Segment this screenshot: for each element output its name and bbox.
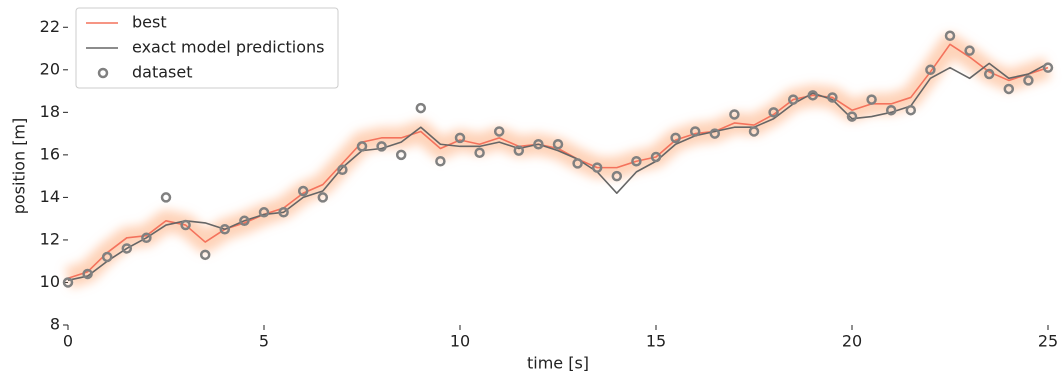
data-point	[493, 126, 505, 137]
data-point	[1003, 83, 1015, 95]
data-point	[513, 145, 525, 156]
data-point	[944, 30, 956, 42]
data-point	[650, 151, 662, 163]
x-tick-label: 0	[63, 332, 73, 351]
y-axis-label: position [m]	[10, 118, 29, 215]
data-point	[356, 141, 368, 152]
data-point	[219, 224, 231, 235]
data-point	[415, 102, 427, 114]
legend: best exact model predictions dataset	[75, 7, 339, 89]
y-tick-label: 18	[40, 102, 60, 121]
data-point	[82, 268, 93, 280]
data-point	[611, 170, 623, 182]
data-point	[160, 192, 172, 203]
data-point	[591, 162, 603, 173]
x-tick-label: 15	[646, 332, 666, 351]
data-point	[689, 126, 701, 137]
x-tick-label: 25	[1038, 332, 1058, 351]
data-point	[121, 243, 133, 254]
data-point	[278, 207, 289, 218]
data-point	[454, 132, 466, 144]
y-tick-label: 10	[40, 272, 60, 291]
data-point	[141, 232, 152, 244]
y-tick-label: 22	[40, 17, 60, 36]
data-point	[199, 249, 211, 261]
y-tick-label: 12	[40, 229, 60, 248]
data-point	[885, 104, 897, 116]
data-point	[925, 64, 936, 76]
data-point	[533, 138, 544, 150]
legend-label: dataset	[132, 63, 193, 82]
series-line	[67, 62, 1049, 282]
data-point	[787, 94, 799, 105]
data-point	[670, 132, 681, 144]
data-point	[905, 104, 917, 116]
legend-marker	[97, 67, 109, 79]
data-point	[62, 277, 74, 288]
data-point	[435, 155, 446, 167]
data-point	[376, 141, 387, 152]
data-point	[180, 219, 191, 231]
data-point	[709, 128, 721, 139]
data-point	[768, 107, 779, 118]
data-point	[729, 109, 740, 120]
data-point	[337, 164, 348, 176]
data-point	[572, 158, 583, 169]
data-point	[239, 215, 250, 227]
data-point	[1042, 62, 1054, 73]
data-point	[807, 90, 819, 101]
legend-box	[75, 7, 339, 89]
data-point	[474, 147, 485, 158]
x-axis-label: time [s]	[527, 354, 589, 373]
data-point	[297, 185, 309, 197]
data-point	[631, 155, 642, 167]
y-tick-label: 20	[40, 59, 60, 78]
data-point	[983, 68, 995, 80]
y-tick-label: 8	[50, 315, 60, 334]
x-tick-label: 20	[842, 332, 862, 351]
data-point	[748, 126, 760, 137]
y-tick-label: 16	[40, 144, 60, 163]
x-tick-label: 5	[259, 332, 269, 351]
data-point	[827, 92, 838, 103]
data-point	[866, 94, 877, 105]
data-point	[552, 138, 564, 150]
legend-label: best	[132, 13, 167, 32]
data-point	[317, 192, 329, 203]
data-point	[395, 149, 407, 161]
data-point	[1023, 75, 1034, 86]
legend-label: exact model predictions	[132, 38, 325, 57]
data-point	[964, 45, 975, 56]
data-point	[846, 111, 858, 122]
x-tick-label: 10	[450, 332, 470, 351]
y-tick-label: 14	[40, 187, 60, 206]
data-point	[101, 251, 113, 263]
data-point	[258, 207, 270, 218]
